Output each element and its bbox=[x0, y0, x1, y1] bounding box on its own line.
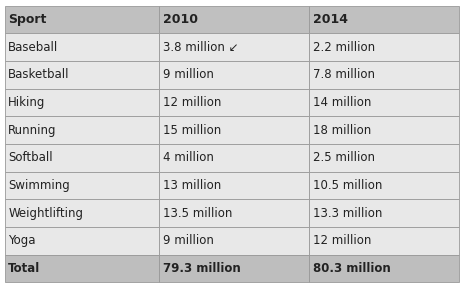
Text: 2.5 million: 2.5 million bbox=[313, 151, 374, 164]
Bar bbox=[5, 227, 159, 255]
Bar bbox=[159, 6, 309, 33]
Bar bbox=[309, 199, 458, 227]
Text: Baseball: Baseball bbox=[8, 41, 58, 54]
Bar bbox=[309, 33, 458, 61]
Bar bbox=[159, 199, 309, 227]
Bar bbox=[5, 33, 159, 61]
Text: Hiking: Hiking bbox=[8, 96, 46, 109]
Bar bbox=[5, 144, 159, 172]
Text: Basketball: Basketball bbox=[8, 68, 70, 81]
Text: Sport: Sport bbox=[8, 13, 47, 26]
Text: 80.3 million: 80.3 million bbox=[313, 262, 390, 275]
Bar bbox=[5, 61, 159, 89]
Text: Total: Total bbox=[8, 262, 41, 275]
Bar bbox=[309, 61, 458, 89]
Bar bbox=[309, 227, 458, 255]
Bar bbox=[309, 6, 458, 33]
Bar bbox=[159, 116, 309, 144]
Bar bbox=[5, 89, 159, 116]
Text: Weightlifting: Weightlifting bbox=[8, 207, 83, 219]
Text: Swimming: Swimming bbox=[8, 179, 70, 192]
Bar bbox=[5, 6, 159, 33]
Text: 13.5 million: 13.5 million bbox=[163, 207, 232, 219]
Text: 9 million: 9 million bbox=[163, 68, 213, 81]
Bar bbox=[309, 172, 458, 199]
Bar bbox=[5, 255, 159, 282]
Text: 15 million: 15 million bbox=[163, 124, 221, 137]
Bar bbox=[159, 33, 309, 61]
Bar bbox=[5, 116, 159, 144]
Text: 7.8 million: 7.8 million bbox=[313, 68, 374, 81]
Bar bbox=[309, 144, 458, 172]
Bar bbox=[159, 61, 309, 89]
Bar bbox=[159, 255, 309, 282]
Text: Yoga: Yoga bbox=[8, 234, 36, 247]
Text: 2.2 million: 2.2 million bbox=[313, 41, 374, 54]
Bar bbox=[309, 89, 458, 116]
Text: 9 million: 9 million bbox=[163, 234, 213, 247]
Text: 2014: 2014 bbox=[313, 13, 347, 26]
Bar bbox=[5, 199, 159, 227]
Bar bbox=[159, 144, 309, 172]
Bar bbox=[159, 172, 309, 199]
Bar bbox=[159, 227, 309, 255]
Text: Running: Running bbox=[8, 124, 57, 137]
Bar bbox=[309, 116, 458, 144]
Bar bbox=[309, 255, 458, 282]
Text: 18 million: 18 million bbox=[313, 124, 370, 137]
Text: 14 million: 14 million bbox=[313, 96, 370, 109]
Bar bbox=[159, 89, 309, 116]
Text: 2010: 2010 bbox=[163, 13, 198, 26]
Text: 13 million: 13 million bbox=[163, 179, 221, 192]
Text: 4 million: 4 million bbox=[163, 151, 213, 164]
Text: 12 million: 12 million bbox=[163, 96, 221, 109]
Text: 10.5 million: 10.5 million bbox=[313, 179, 382, 192]
Text: 79.3 million: 79.3 million bbox=[163, 262, 240, 275]
Text: Softball: Softball bbox=[8, 151, 53, 164]
Text: 3.8 million ↙: 3.8 million ↙ bbox=[163, 41, 238, 54]
Text: 12 million: 12 million bbox=[313, 234, 370, 247]
Text: 13.3 million: 13.3 million bbox=[313, 207, 382, 219]
Bar bbox=[5, 172, 159, 199]
